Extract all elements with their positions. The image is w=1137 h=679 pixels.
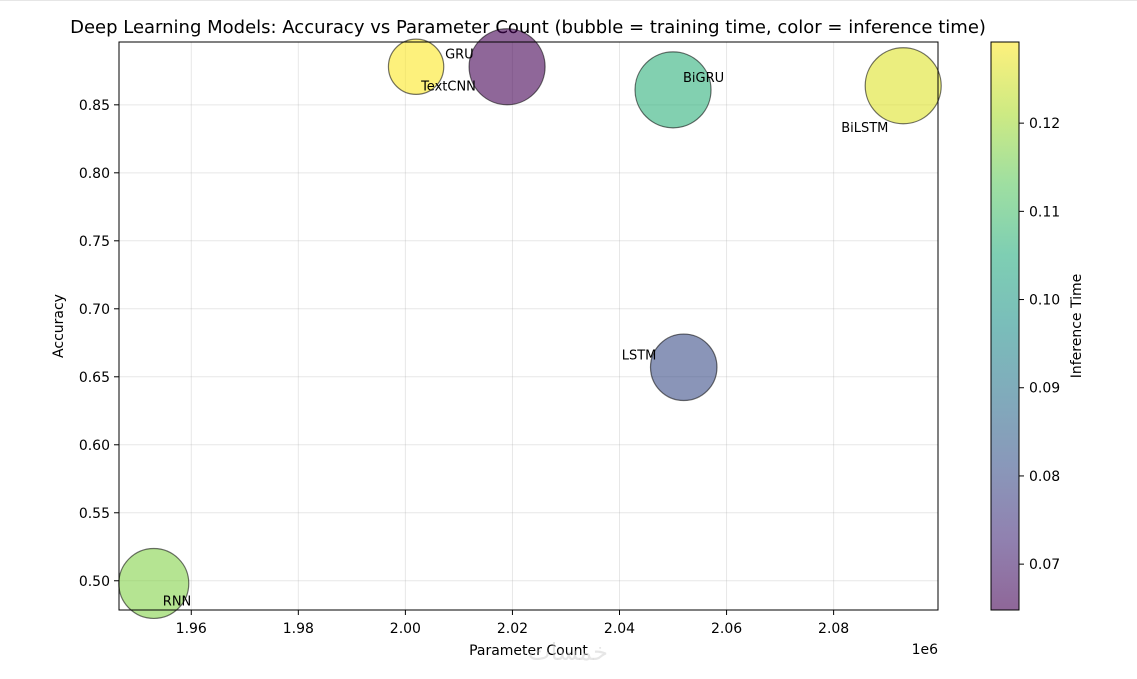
watermark-text: خمسات — [528, 638, 608, 666]
bubble-textcnn — [468, 28, 546, 106]
point-label-bigru: BiGRU — [683, 71, 724, 86]
y-tick-label: 0.80 — [79, 166, 110, 182]
x-tick-label: 2.08 — [818, 621, 849, 637]
bubbles — [118, 28, 942, 620]
y-tick-label: 0.65 — [79, 370, 110, 386]
point-label-rnn: RNN — [163, 594, 191, 609]
x-tick-label: 2.02 — [497, 621, 528, 637]
colorbar-title: Inference Time — [1069, 274, 1085, 379]
colorbar-frame — [990, 41, 1020, 611]
y-tick-label: 0.60 — [79, 438, 110, 454]
colorbar-ticks: 0.07 0.08 0.09 0.10 0.11 0.12 — [1019, 116, 1060, 573]
x-tick-label: 1.98 — [283, 621, 314, 637]
point-label-gru: GRU — [445, 48, 474, 63]
bubble-bilstm — [864, 47, 942, 125]
x-tick-label: 2.04 — [604, 621, 635, 637]
point-label-lstm: LSTM — [622, 348, 657, 363]
bubble-bigru — [634, 51, 712, 129]
bubble-gru — [387, 38, 445, 95]
y-axis-title: Accuracy — [51, 294, 67, 358]
plot-frame — [118, 41, 939, 611]
bubble-lstm — [649, 333, 718, 402]
x-tick-label: 2.00 — [390, 621, 421, 637]
colorbar-tick-label: 0.09 — [1029, 381, 1060, 397]
x-axis: 1.96 1.98 2.00 2.02 2.04 2.06 2.08 — [176, 610, 849, 637]
y-tick-label: 0.70 — [79, 302, 110, 318]
y-axis: 0.50 0.55 0.60 0.65 0.70 0.75 0.80 0.85 — [79, 98, 119, 590]
x-axis-title: Parameter Count — [469, 643, 588, 659]
colorbar: 0.07 0.08 0.09 0.10 0.11 0.12 Inference Time — [990, 41, 1085, 611]
chart-title: Deep Learning Models: Accuracy vs Parame… — [70, 17, 986, 38]
y-tick-label: 0.85 — [79, 98, 110, 114]
y-tick-label: 0.55 — [79, 506, 110, 522]
x-axis-offset-label: 1e6 — [912, 642, 939, 658]
x-tick-label: 1.96 — [176, 621, 207, 637]
y-tick-label: 0.75 — [79, 234, 110, 250]
colorbar-tick-label: 0.07 — [1029, 557, 1060, 573]
point-label-bilstm: BiLSTM — [841, 121, 888, 136]
colorbar-gradient — [991, 42, 1019, 610]
colorbar-tick-label: 0.12 — [1029, 116, 1060, 132]
y-tick-label: 0.50 — [79, 574, 110, 590]
point-label-textcnn: TextCNN — [420, 80, 476, 95]
grid — [119, 42, 938, 610]
colorbar-tick-label: 0.08 — [1029, 469, 1060, 485]
colorbar-tick-label: 0.10 — [1029, 293, 1060, 309]
top-divider — [0, 0, 1137, 1]
colorbar-tick-label: 0.11 — [1029, 204, 1060, 220]
x-tick-label: 2.06 — [711, 621, 742, 637]
point-labels: GRU TextCNN BiGRU BiLSTM LSTM RNN — [163, 48, 889, 610]
